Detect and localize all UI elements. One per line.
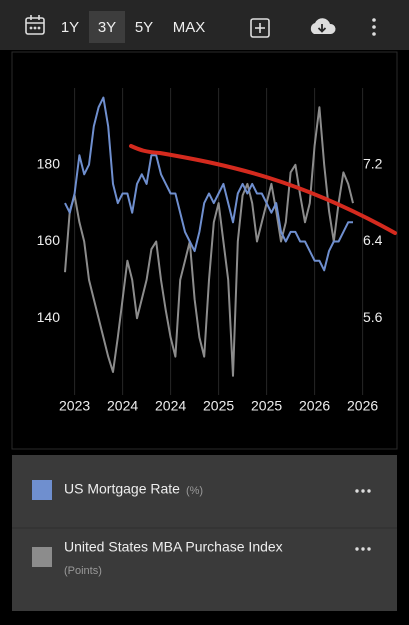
y-tick-label: 180	[37, 155, 61, 171]
menu-dot	[355, 489, 359, 493]
legend-unit: (Points)	[64, 565, 102, 577]
x-tick-label: 2024	[155, 398, 186, 414]
x-tick-label: 2023	[59, 398, 90, 414]
menu-dot	[361, 547, 365, 551]
legend-swatch	[32, 480, 52, 500]
x-tick-label: 2025	[203, 398, 234, 414]
range-selected-bg	[89, 11, 125, 43]
trend-annotation	[129, 144, 397, 235]
chart-panel	[11, 51, 398, 450]
more-button[interactable]	[372, 18, 376, 36]
menu-dot	[367, 489, 371, 493]
x-tick-label: 2025	[251, 398, 282, 414]
download-button[interactable]	[310, 18, 336, 34]
menu-dot	[355, 547, 359, 551]
legend-label[interactable]: United States MBA Purchase Index	[64, 539, 283, 555]
toolbar	[0, 0, 409, 50]
x-tick-label: 2026	[347, 398, 378, 414]
y2-tick-label: 6.4	[363, 232, 383, 248]
series-line	[64, 96, 353, 272]
calendar-button[interactable]	[25, 15, 45, 35]
legend-label[interactable]: US Mortgage Rate	[64, 481, 180, 497]
range-button[interactable]: 5Y	[135, 19, 153, 36]
legend-panel	[12, 455, 397, 611]
plot: 2023 2024 2024 2025 2025 2026 2026 140 160 180 5.6…	[37, 88, 383, 414]
series-line	[64, 106, 354, 377]
y2-tick-label: 7.2	[363, 155, 383, 171]
x-tick-label: 2026	[299, 398, 330, 414]
range-button[interactable]: 1Y	[61, 19, 79, 36]
legend-menu[interactable]	[355, 547, 371, 551]
x-tick-label: 2024	[107, 398, 138, 414]
y-tick-label: 140	[37, 309, 61, 325]
range-button[interactable]: 3Y	[98, 19, 116, 36]
add-button[interactable]	[250, 18, 270, 38]
y-tick-label: 160	[37, 232, 61, 248]
menu-dot	[367, 547, 371, 551]
y2-tick-label: 5.6	[363, 309, 383, 325]
legend-menu[interactable]	[355, 489, 371, 493]
legend-unit: (%)	[186, 485, 203, 497]
range-button[interactable]: MAX	[173, 19, 206, 36]
legend-swatch	[32, 547, 52, 567]
menu-dot	[361, 489, 365, 493]
